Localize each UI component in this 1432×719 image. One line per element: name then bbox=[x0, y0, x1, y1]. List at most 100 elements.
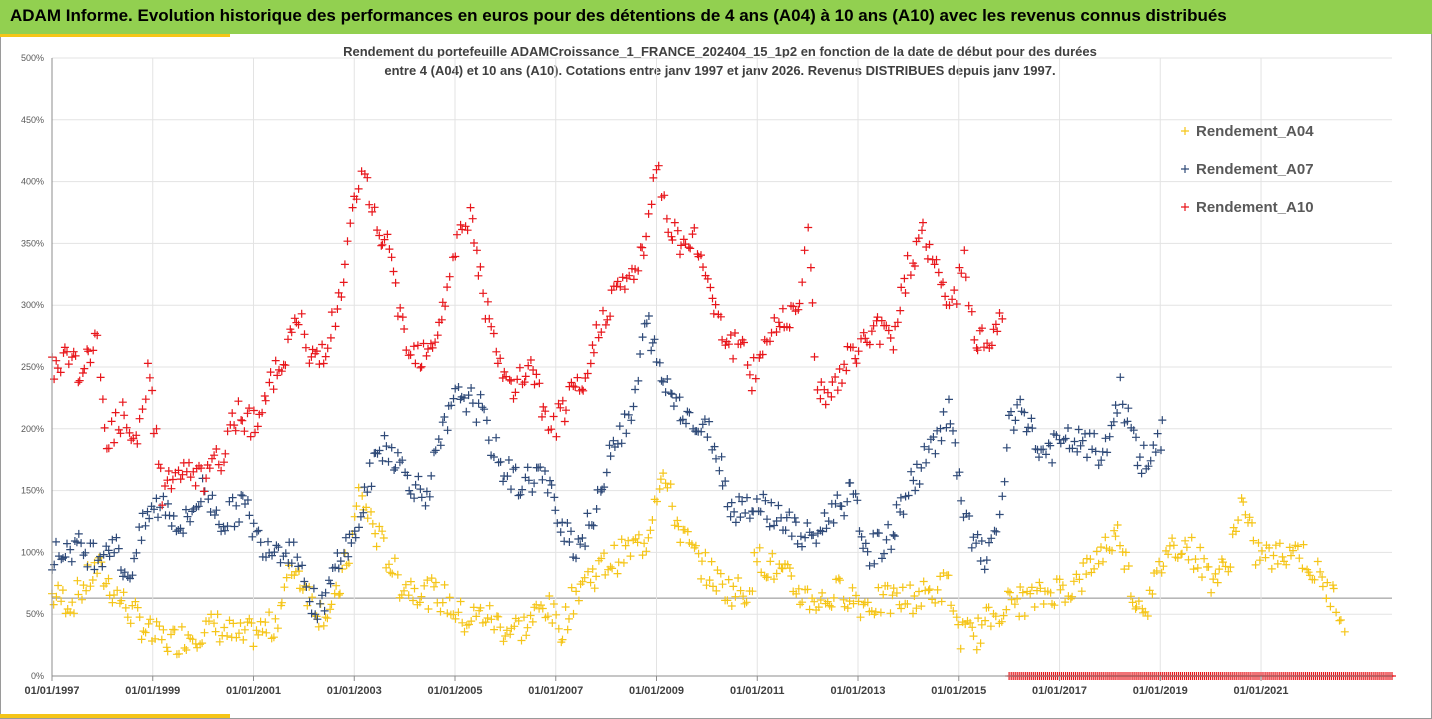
data-point bbox=[228, 409, 237, 418]
data-point bbox=[58, 586, 67, 595]
data-point bbox=[867, 327, 876, 336]
data-point bbox=[1198, 573, 1206, 582]
data-point bbox=[68, 353, 76, 362]
data-point bbox=[300, 330, 309, 339]
data-point bbox=[529, 366, 538, 374]
data-point bbox=[659, 469, 668, 478]
data-point bbox=[1056, 585, 1065, 594]
data-point bbox=[343, 237, 352, 246]
data-point bbox=[128, 571, 137, 580]
data-point bbox=[52, 592, 61, 601]
data-point bbox=[493, 359, 502, 368]
data-point bbox=[770, 313, 779, 322]
data-point bbox=[634, 530, 643, 539]
data-point bbox=[1077, 587, 1086, 596]
data-point bbox=[1070, 437, 1079, 446]
data-point bbox=[212, 445, 221, 453]
data-point bbox=[991, 612, 1000, 621]
data-point bbox=[528, 488, 537, 496]
data-point bbox=[430, 582, 438, 591]
data-point bbox=[120, 411, 129, 420]
data-point bbox=[592, 572, 601, 581]
data-point bbox=[670, 521, 679, 530]
data-point bbox=[588, 341, 597, 350]
data-point bbox=[700, 415, 709, 424]
data-point bbox=[183, 512, 192, 521]
data-point bbox=[1111, 401, 1120, 410]
data-point bbox=[360, 483, 369, 492]
data-point bbox=[767, 498, 776, 507]
data-point bbox=[601, 320, 610, 329]
data-point bbox=[388, 569, 397, 578]
data-point bbox=[104, 546, 113, 555]
data-point bbox=[223, 522, 232, 531]
data-point bbox=[957, 496, 966, 505]
data-point bbox=[676, 250, 684, 259]
data-point bbox=[798, 542, 806, 551]
data-point bbox=[489, 329, 498, 338]
data-point bbox=[624, 410, 633, 419]
data-point bbox=[182, 646, 191, 654]
data-point bbox=[410, 584, 419, 593]
data-point bbox=[383, 230, 392, 239]
data-point bbox=[899, 510, 908, 519]
data-point bbox=[590, 584, 599, 593]
data-point bbox=[363, 514, 372, 523]
data-point bbox=[215, 520, 223, 529]
data-point bbox=[1193, 564, 1202, 572]
data-point bbox=[567, 583, 576, 592]
data-point bbox=[676, 538, 685, 547]
data-point bbox=[282, 573, 291, 582]
data-point bbox=[94, 556, 103, 565]
data-point bbox=[729, 354, 738, 363]
data-point bbox=[70, 609, 78, 618]
data-point bbox=[341, 533, 350, 542]
data-point bbox=[800, 246, 809, 255]
data-point bbox=[231, 426, 240, 435]
data-point bbox=[1287, 551, 1295, 560]
data-point bbox=[655, 358, 664, 367]
data-point bbox=[98, 395, 107, 404]
data-point bbox=[1091, 447, 1100, 456]
data-point bbox=[1326, 602, 1335, 611]
data-point bbox=[583, 369, 592, 378]
data-point bbox=[606, 452, 615, 461]
data-point bbox=[169, 512, 178, 520]
data-point bbox=[290, 314, 299, 323]
data-point bbox=[320, 606, 329, 615]
data-point bbox=[761, 496, 770, 505]
data-point bbox=[378, 456, 387, 465]
data-point bbox=[852, 591, 860, 600]
data-point bbox=[1124, 562, 1133, 570]
data-point bbox=[520, 378, 529, 387]
data-point bbox=[1022, 427, 1031, 436]
data-point bbox=[411, 480, 420, 489]
data-point bbox=[1092, 547, 1101, 556]
data-point bbox=[379, 534, 388, 542]
data-point bbox=[1074, 425, 1083, 434]
data-point bbox=[348, 203, 357, 212]
data-point bbox=[1187, 533, 1196, 542]
data-point bbox=[1027, 414, 1036, 423]
data-point bbox=[925, 240, 934, 249]
data-point bbox=[156, 503, 165, 512]
data-point bbox=[373, 226, 382, 235]
data-point bbox=[122, 423, 131, 432]
data-point bbox=[108, 535, 117, 544]
data-point bbox=[882, 321, 891, 330]
chart-title-line-1: Rendement du portefeuille ADAMCroissance… bbox=[343, 44, 1097, 59]
data-point bbox=[698, 420, 707, 429]
data-point bbox=[730, 507, 739, 516]
data-point bbox=[964, 301, 973, 310]
data-point bbox=[828, 378, 837, 386]
data-point bbox=[71, 351, 80, 360]
data-point bbox=[483, 297, 492, 306]
data-point bbox=[861, 334, 870, 343]
data-point bbox=[740, 338, 748, 347]
data-point bbox=[174, 466, 183, 475]
data-point bbox=[900, 274, 909, 283]
data-point bbox=[951, 438, 960, 447]
data-point bbox=[767, 328, 776, 337]
data-point bbox=[919, 218, 927, 227]
data-point bbox=[186, 517, 195, 526]
